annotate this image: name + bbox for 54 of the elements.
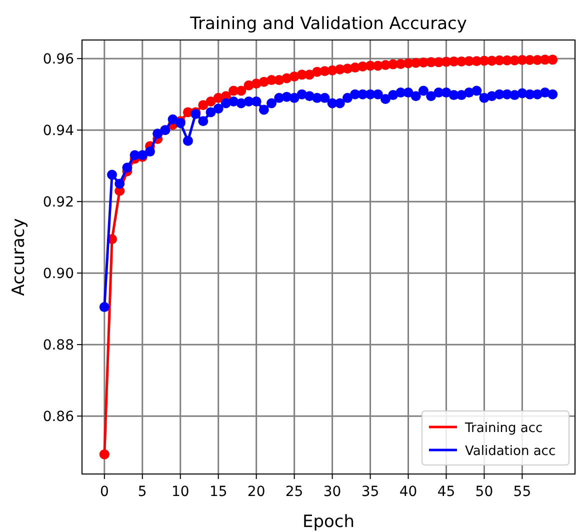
point xyxy=(380,94,390,104)
x-tick-label: 5 xyxy=(138,484,147,500)
x-tick-label: 50 xyxy=(475,484,494,500)
x-tick-label: 35 xyxy=(361,484,380,500)
y-tick-label: 0.88 xyxy=(42,338,74,354)
y-tick-label: 0.90 xyxy=(42,266,74,282)
x-axis-title: Epoch xyxy=(302,512,355,532)
x-tick-label: 25 xyxy=(285,484,304,500)
point xyxy=(342,92,352,103)
x-tick-label: 55 xyxy=(513,484,532,500)
x-tick-label: 30 xyxy=(323,484,342,500)
point xyxy=(99,449,110,460)
point xyxy=(258,104,269,115)
point xyxy=(213,104,224,114)
point xyxy=(472,86,482,96)
point xyxy=(144,146,155,157)
point xyxy=(372,89,383,100)
point xyxy=(182,136,193,146)
point xyxy=(251,96,262,106)
y-tick-label: 0.94 xyxy=(42,123,74,140)
x-tick-label: 0 xyxy=(100,484,109,500)
legend-label: Training acc xyxy=(464,421,543,436)
chart-title: Training and Validation Accuracy xyxy=(189,14,467,34)
legend-label: Validation acc xyxy=(465,444,556,459)
point xyxy=(198,116,208,126)
y-tick-label: 0.86 xyxy=(42,409,74,426)
point xyxy=(122,162,132,173)
point xyxy=(236,86,246,96)
y-tick-label: 0.92 xyxy=(42,194,74,211)
x-tick-label: 20 xyxy=(247,484,266,500)
x-tick-label: 45 xyxy=(437,484,456,500)
point xyxy=(99,302,110,312)
point xyxy=(334,98,345,108)
point xyxy=(266,98,277,108)
point xyxy=(418,86,428,96)
point xyxy=(289,92,300,103)
x-tick-label: 15 xyxy=(209,484,228,500)
y-axis-title: Accuracy xyxy=(9,218,29,296)
point xyxy=(206,107,216,118)
point xyxy=(548,54,558,65)
point xyxy=(320,92,330,103)
point xyxy=(426,91,436,102)
point xyxy=(403,88,414,98)
y-tick-label: 0.96 xyxy=(42,52,74,68)
point xyxy=(107,170,118,180)
point xyxy=(168,114,178,124)
point xyxy=(152,128,163,139)
point xyxy=(198,100,208,110)
x-tick-label: 40 xyxy=(399,484,418,500)
point xyxy=(114,178,125,189)
point xyxy=(548,89,558,100)
x-tick-label: 10 xyxy=(171,484,190,500)
point xyxy=(206,96,216,106)
point xyxy=(410,91,421,102)
